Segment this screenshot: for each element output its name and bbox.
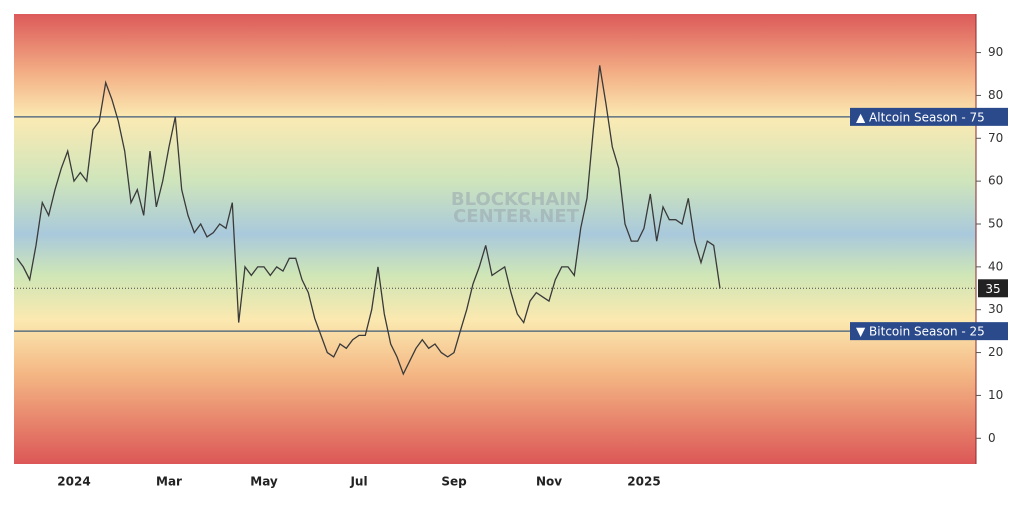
y-tick-label: 10 <box>988 388 1003 402</box>
x-tick-label: Jul <box>349 475 367 489</box>
threshold-label: ▲ Altcoin Season - 75 <box>856 110 985 124</box>
last-value-label: 35 <box>985 282 1000 296</box>
x-tick-label: May <box>250 475 278 489</box>
threshold-label: ▼ Bitcoin Season - 25 <box>856 325 985 339</box>
y-tick-label: 30 <box>988 302 1003 316</box>
y-tick-label: 90 <box>988 45 1003 59</box>
y-tick-label: 60 <box>988 174 1003 188</box>
watermark-text: CENTER.NET <box>453 206 580 227</box>
y-tick-label: 70 <box>988 131 1003 145</box>
threshold-badge <box>850 107 1008 126</box>
y-tick-label: 20 <box>988 345 1003 359</box>
x-tick-label: Mar <box>156 475 182 489</box>
plot-background <box>14 14 976 464</box>
y-tick-label: 0 <box>988 431 996 445</box>
y-tick-label: 50 <box>988 217 1003 231</box>
last-value-badge <box>978 279 1008 298</box>
threshold-badge <box>850 322 1008 341</box>
series-line <box>16 65 721 376</box>
x-tick-label: 2024 <box>57 475 90 489</box>
x-tick-label: Nov <box>536 475 562 489</box>
y-tick-label: 40 <box>988 259 1003 273</box>
watermark-text: BLOCKCHAIN <box>451 189 581 210</box>
x-tick-label: 2025 <box>627 475 660 489</box>
x-tick-label: Sep <box>441 475 467 489</box>
y-tick-label: 80 <box>988 88 1003 102</box>
